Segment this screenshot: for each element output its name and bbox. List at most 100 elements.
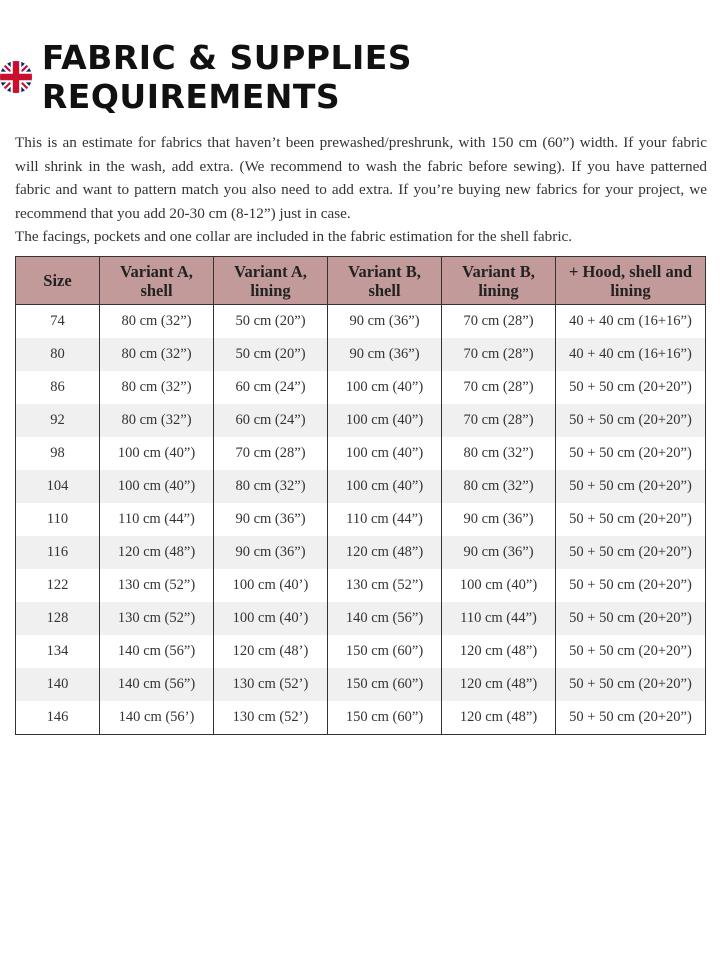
fabric-amount-cell: 60 cm (24”) [213,371,328,404]
intro-note: The facings, pockets and one collar are … [15,228,573,245]
fabric-amount-cell: 70 cm (28”) [213,437,328,470]
column-header: Variant A, shell [99,256,214,305]
fabric-amount-cell: 90 cm (36”) [213,536,328,569]
table-row: 146 140 cm (56’) 130 cm (52’) 150 cm (60”) 1… [15,701,706,735]
table-header-row: Size Variant A, shell Variant A, lining Var… [15,256,706,305]
table-row: 92 80 cm (32”) 60 cm (24”) 100 cm (40”) 70 c… [15,404,706,437]
table-row: 134 140 cm (56”) 120 cm (48’) 150 cm (60”) 1… [15,635,706,668]
fabric-amount-cell: 100 cm (40”) [99,437,214,470]
fabric-amount-cell: 120 cm (48’) [213,635,328,668]
fabric-amount-cell: 130 cm (52”) [99,569,214,602]
size-cell: 122 [15,569,100,602]
fabric-amount-cell: 90 cm (36”) [213,503,328,536]
table-row: 122 130 cm (52”) 100 cm (40’) 130 cm (52”) 1… [15,569,706,602]
intro-text: This is an estimate for fabrics that hav… [15,131,707,249]
fabric-amount-cell: 140 cm (56”) [99,668,214,701]
fabric-amount-cell: 50 + 50 cm (20+20”) [555,536,706,569]
fabric-amount-cell: 100 cm (40’) [213,569,328,602]
fabric-amount-cell: 60 cm (24”) [213,404,328,437]
column-header: Variant B, shell [327,256,442,305]
size-cell: 116 [15,536,100,569]
fabric-amount-cell: 50 + 50 cm (20+20”) [555,470,706,503]
size-cell: 140 [15,668,100,701]
fabric-amount-cell: 80 cm (32”) [441,437,556,470]
page-title: FABRIC & SUPPLIES REQUIREMENTS [41,38,413,116]
fabric-amount-cell: 110 cm (44”) [327,503,442,536]
fabric-amount-cell: 140 cm (56”) [99,635,214,668]
fabric-amount-cell: 80 cm (32”) [99,304,214,338]
fabric-amount-cell: 70 cm (28”) [441,304,556,338]
fabric-amount-cell: 70 cm (28”) [441,404,556,437]
size-cell: 92 [15,404,100,437]
fabric-amount-cell: 100 cm (40”) [327,371,442,404]
fabric-amount-cell: 130 cm (52”) [99,602,214,635]
fabric-amount-cell: 120 cm (48”) [441,668,556,701]
fabric-amount-cell: 120 cm (48”) [441,635,556,668]
size-cell: 74 [15,304,100,338]
fabric-requirements-table: Size Variant A, shell Variant A, lining Var… [15,256,706,735]
fabric-amount-cell: 80 cm (32”) [441,470,556,503]
table-row: 86 80 cm (32”) 60 cm (24”) 100 cm (40”) 70 c… [15,371,706,404]
size-cell: 80 [15,338,100,371]
column-header: Size [15,256,100,305]
table-row: 80 80 cm (32”) 50 cm (20”) 90 cm (36”) 70 cm… [15,338,706,371]
fabric-amount-cell: 50 + 50 cm (20+20”) [555,602,706,635]
fabric-amount-cell: 80 cm (32”) [213,470,328,503]
fabric-amount-cell: 100 cm (40”) [327,437,442,470]
uk-flag-icon [0,61,32,93]
fabric-amount-cell: 50 + 50 cm (20+20”) [555,437,706,470]
fabric-amount-cell: 110 cm (44”) [441,602,556,635]
fabric-amount-cell: 90 cm (36”) [327,304,442,338]
fabric-amount-cell: 100 cm (40”) [99,470,214,503]
fabric-amount-cell: 150 cm (60”) [327,668,442,701]
column-header: Variant A, lining [213,256,328,305]
fabric-amount-cell: 70 cm (28”) [441,371,556,404]
table-row: 110 110 cm (44”) 90 cm (36”) 110 cm (44”) 90… [15,503,706,536]
fabric-amount-cell: 150 cm (60”) [327,635,442,668]
size-cell: 98 [15,437,100,470]
column-header: Variant B, lining [441,256,556,305]
fabric-amount-cell: 70 cm (28”) [441,338,556,371]
fabric-amount-cell: 80 cm (32”) [99,338,214,371]
fabric-amount-cell: 80 cm (32”) [99,404,214,437]
table-row: 116 120 cm (48”) 90 cm (36”) 120 cm (48”) 90… [15,536,706,569]
fabric-amount-cell: 100 cm (40”) [327,470,442,503]
fabric-amount-cell: 100 cm (40’) [213,602,328,635]
fabric-amount-cell: 120 cm (48”) [327,536,442,569]
fabric-amount-cell: 40 + 40 cm (16+16”) [555,304,706,338]
fabric-amount-cell: 50 + 50 cm (20+20”) [555,569,706,602]
fabric-amount-cell: 90 cm (36”) [327,338,442,371]
table-row: 104 100 cm (40”) 80 cm (32”) 100 cm (40”) 80… [15,470,706,503]
size-cell: 110 [15,503,100,536]
page-header: FABRIC & SUPPLIES REQUIREMENTS [0,38,720,116]
fabric-amount-cell: 90 cm (36”) [441,503,556,536]
size-cell: 134 [15,635,100,668]
size-cell: 146 [15,701,100,735]
fabric-amount-cell: 50 + 50 cm (20+20”) [555,635,706,668]
fabric-amount-cell: 90 cm (36”) [441,536,556,569]
fabric-amount-cell: 130 cm (52’) [213,668,328,701]
fabric-amount-cell: 50 cm (20”) [213,338,328,371]
fabric-amount-cell: 50 + 50 cm (20+20”) [555,371,706,404]
table-row: 140 140 cm (56”) 130 cm (52’) 150 cm (60”) 1… [15,668,706,701]
table-row: 74 80 cm (32”) 50 cm (20”) 90 cm (36”) 70 cm… [15,304,706,338]
fabric-amount-cell: 50 + 50 cm (20+20”) [555,701,706,735]
fabric-amount-cell: 120 cm (48”) [99,536,214,569]
size-cell: 128 [15,602,100,635]
fabric-amount-cell: 150 cm (60”) [327,701,442,735]
table-row: 128 130 cm (52”) 100 cm (40’) 140 cm (56”) 1… [15,602,706,635]
fabric-amount-cell: 80 cm (32”) [99,371,214,404]
fabric-amount-cell: 50 + 50 cm (20+20”) [555,503,706,536]
size-cell: 104 [15,470,100,503]
fabric-amount-cell: 140 cm (56”) [327,602,442,635]
fabric-amount-cell: 50 + 50 cm (20+20”) [555,404,706,437]
intro-paragraph: This is an estimate for fabrics that hav… [15,134,707,222]
fabric-amount-cell: 50 + 50 cm (20+20”) [555,668,706,701]
fabric-amount-cell: 110 cm (44”) [99,503,214,536]
fabric-amount-cell: 50 cm (20”) [213,304,328,338]
fabric-amount-cell: 130 cm (52”) [327,569,442,602]
fabric-amount-cell: 100 cm (40”) [327,404,442,437]
fabric-amount-cell: 40 + 40 cm (16+16”) [555,338,706,371]
column-header: + Hood, shell and lining [555,256,706,305]
fabric-amount-cell: 100 cm (40”) [441,569,556,602]
